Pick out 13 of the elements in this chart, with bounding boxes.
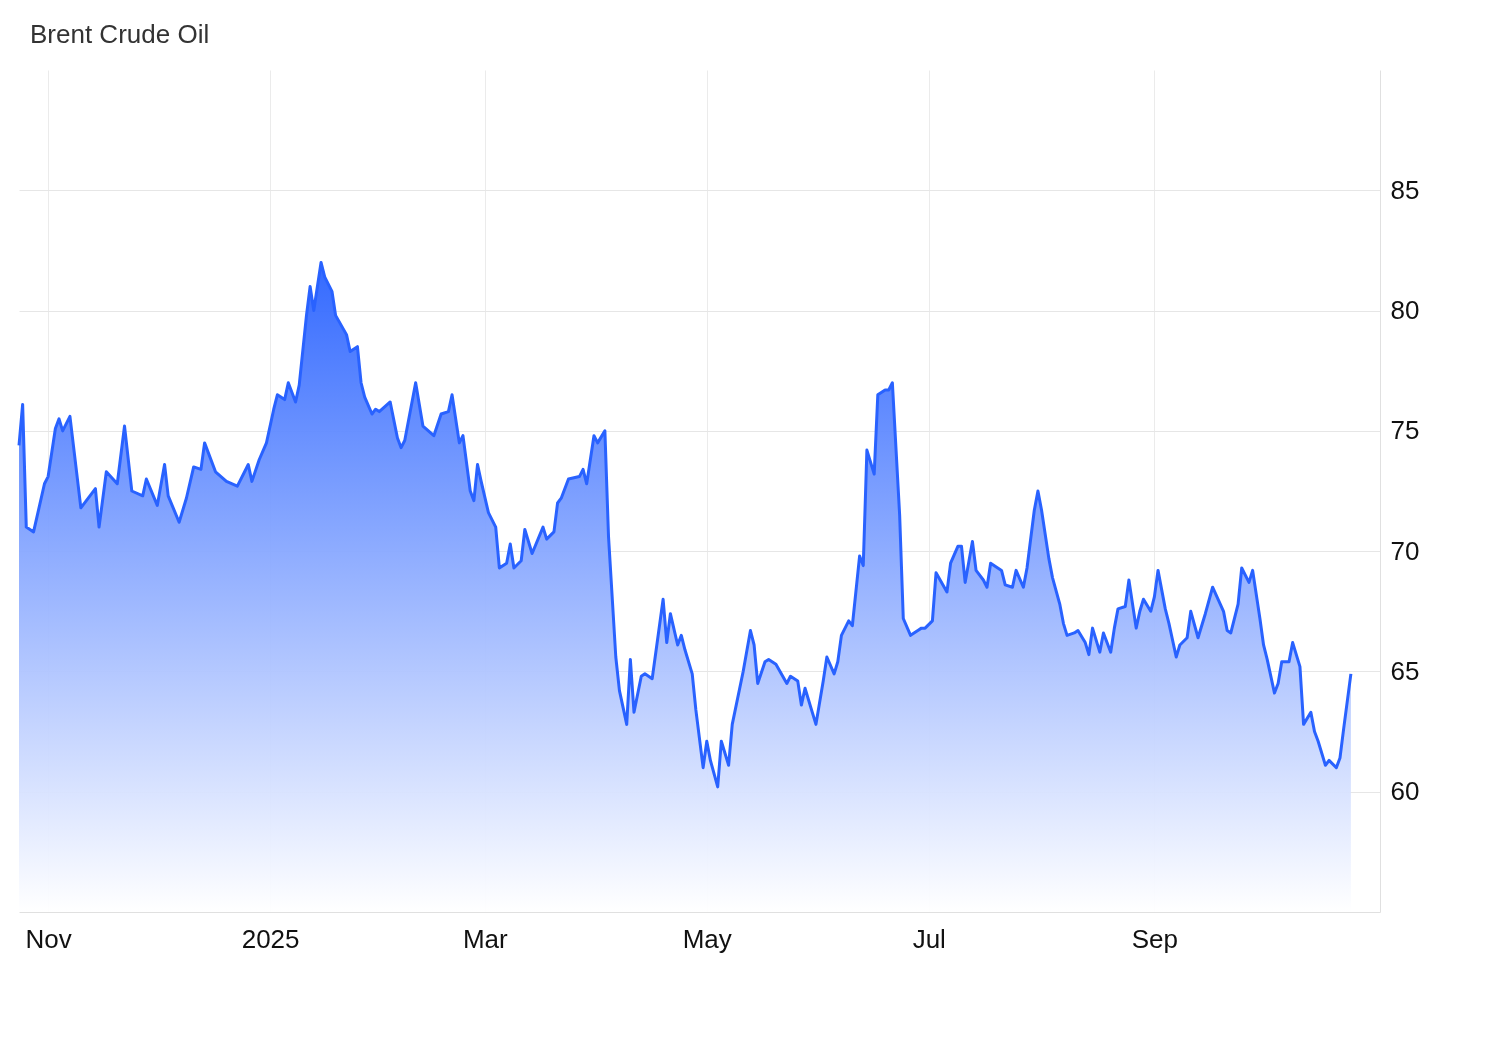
y-tick-label: 75 [1390, 415, 1420, 446]
y-tick-label: 85 [1390, 174, 1420, 205]
x-tick-label: Sep [1131, 923, 1179, 954]
x-tick-label: Nov [25, 923, 72, 954]
x-tick-label: 2025 [241, 923, 300, 954]
x-tick-label: Jul [912, 923, 946, 954]
y-tick-label: 70 [1390, 535, 1420, 566]
x-tick-label: May [682, 923, 732, 954]
y-tick-label: 65 [1390, 655, 1420, 686]
y-tick-label: 80 [1390, 295, 1420, 326]
y-tick-label: 60 [1390, 776, 1420, 807]
chart-title: Brent Crude Oil [30, 19, 210, 49]
x-tick-label: Mar [462, 923, 509, 954]
